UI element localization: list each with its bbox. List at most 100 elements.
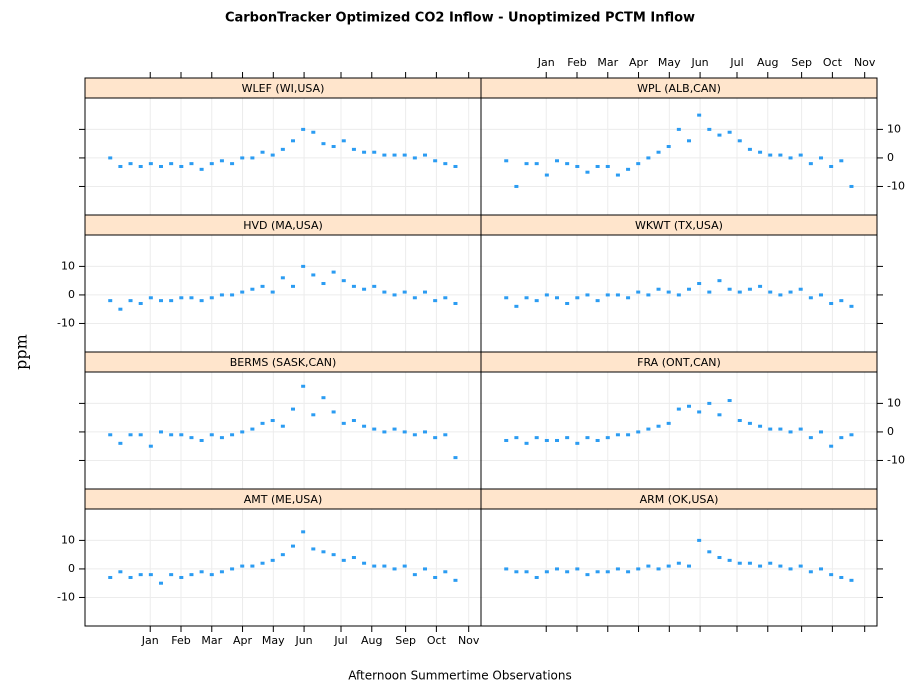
point [453,301,458,305]
point [362,287,367,291]
point [687,564,691,568]
point [169,299,174,303]
point [524,441,529,445]
point [148,162,153,166]
x-tick-label: Apr [233,634,253,647]
point [636,290,641,294]
point [443,570,448,574]
point [250,156,255,160]
point [555,567,559,571]
point [829,444,834,448]
point [717,279,722,283]
point [534,299,539,303]
point [341,558,346,562]
y-tick-label: 10 [887,122,901,135]
point [108,299,113,303]
point [717,133,722,137]
strip-label: FRA (ONT,CAN) [637,356,721,369]
point [351,284,356,288]
point [585,170,590,174]
point [230,293,235,297]
point [524,570,529,574]
point [118,307,123,311]
point [595,438,600,442]
x-tick-label: Feb [567,56,586,69]
point [605,293,610,297]
y-tick-label: -10 [57,590,75,603]
point [829,573,834,577]
point [626,167,631,171]
y-tick-label: 10 [61,533,75,546]
point [148,296,153,300]
point [534,575,539,579]
point [362,561,367,565]
point [392,427,397,431]
point [291,139,295,143]
point [148,573,153,577]
point [392,293,397,297]
point [169,573,174,577]
x-tick-label: Oct [427,634,447,647]
point [615,567,620,571]
point [819,567,823,571]
x-tick-label: Jul [729,56,743,69]
point [179,164,184,168]
point [362,424,367,428]
point [138,433,143,437]
point [768,153,773,157]
point [839,575,844,579]
point [687,139,691,143]
x-tick-label: Jan [537,56,555,69]
point [849,433,854,437]
point [128,299,133,303]
point [270,290,275,294]
point [758,150,763,154]
panel-border [84,97,482,216]
point [605,436,610,440]
point [169,433,174,437]
point [798,427,803,431]
point [402,430,407,434]
point [189,436,194,440]
chart-title: CarbonTracker Optimized CO2 Inflow - Uno… [225,11,695,26]
y-tick-label: 0 [68,288,75,301]
point [311,273,316,277]
point [697,410,702,414]
x-tick-label: Sep [395,634,416,647]
point [291,544,295,548]
point [605,570,610,574]
point [372,284,377,288]
y-tick-label: 0 [68,562,75,575]
point [240,290,245,294]
point [524,162,529,166]
point [849,304,854,308]
point [747,421,752,425]
point [199,438,204,442]
point [270,153,275,157]
point [555,438,559,442]
point [250,564,255,568]
point [676,293,681,297]
point [646,427,651,431]
point [128,162,133,166]
point [697,282,702,286]
point [819,293,823,297]
point [819,156,823,160]
point [605,164,610,168]
point [260,421,265,425]
point [768,561,773,565]
point [128,575,133,579]
point [565,436,570,440]
point [230,433,235,437]
point [301,530,306,534]
point [423,430,427,434]
point [250,427,255,431]
point [524,296,529,300]
point [280,553,285,557]
point [747,147,752,151]
point [219,436,224,440]
point [687,287,691,291]
point [412,296,417,300]
point [717,556,722,560]
